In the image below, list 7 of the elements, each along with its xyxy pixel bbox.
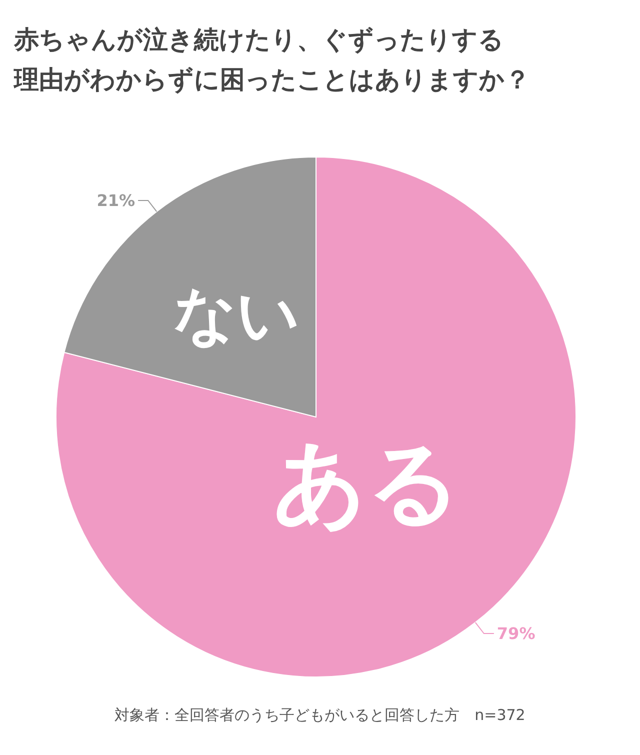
chart-title: 赤ちゃんが泣き続けたり、ぐずったりする理由がわからずに困ったことはありますか？	[13, 25, 530, 94]
data-label: 21%	[96, 191, 136, 210]
text: 対象者：全回答者のうち子どもがいると回答した方 n=372	[114, 706, 526, 724]
slice-label: ある	[272, 429, 461, 536]
slice-label: ない	[173, 278, 300, 351]
pie-slice	[56, 156, 576, 678]
data-label: 79%	[496, 624, 536, 644]
